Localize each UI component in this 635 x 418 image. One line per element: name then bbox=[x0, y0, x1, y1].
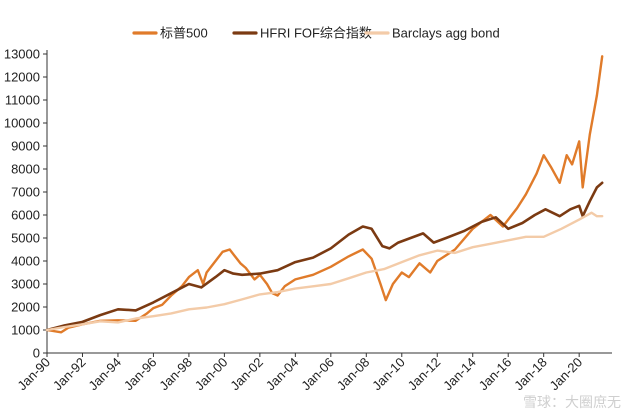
legend: 标普500 HFRI FOF综合指数 Barclays agg bond bbox=[132, 26, 500, 41]
y-tick-label: 9000 bbox=[11, 139, 40, 154]
legend-label-1: 标普500 bbox=[160, 26, 208, 41]
y-tick-label: 2000 bbox=[11, 300, 40, 315]
x-tick-label: Jan-08 bbox=[334, 355, 373, 394]
series-line-2 bbox=[45, 181, 604, 332]
x-tick-label: Jan-16 bbox=[476, 355, 515, 394]
x-tick-label: Jan-12 bbox=[405, 355, 444, 394]
series-group bbox=[45, 55, 604, 334]
legend-label-3: Barclays agg bond bbox=[392, 26, 500, 41]
x-tick-label: Jan-98 bbox=[156, 355, 195, 394]
y-tick-label: 12000 bbox=[4, 70, 40, 85]
x-tick-label: Jan-00 bbox=[192, 355, 231, 394]
y-tick-label: 1000 bbox=[11, 323, 40, 338]
series-line-3 bbox=[45, 211, 604, 332]
x-tick-label: Jan-14 bbox=[440, 355, 479, 394]
y-tick-label: 6000 bbox=[11, 208, 40, 223]
x-tick-label: Jan-06 bbox=[298, 355, 337, 394]
y-tick-label: 7000 bbox=[11, 185, 40, 200]
y-tick-label: 13000 bbox=[4, 47, 40, 62]
x-tick-label: Jan-20 bbox=[547, 355, 586, 394]
y-tick-label: 3000 bbox=[11, 277, 40, 292]
x-tick-label: Jan-18 bbox=[511, 355, 550, 394]
y-tick-label: 10000 bbox=[4, 116, 40, 131]
x-tick-label: Jan-94 bbox=[85, 355, 124, 394]
x-tick-label: Jan-10 bbox=[369, 355, 408, 394]
legend-label-2: HFRI FOF综合指数 bbox=[260, 26, 372, 41]
y-tick-label: 5000 bbox=[11, 231, 40, 246]
x-tick-label: Jan-04 bbox=[263, 355, 302, 394]
x-tick-label: Jan-92 bbox=[50, 355, 89, 394]
axes: 0 1000 2000 3000 4000 5000 6000 7000 8000 9000 100… bbox=[4, 47, 612, 394]
x-tick-label: Jan-02 bbox=[227, 355, 266, 394]
y-tick-label: 4000 bbox=[11, 254, 40, 269]
series-line-1 bbox=[45, 55, 604, 334]
y-tick-label: 0 bbox=[33, 346, 40, 361]
watermark: 雪球：大圈庶无 bbox=[523, 395, 621, 411]
y-tick-label: 8000 bbox=[11, 162, 40, 177]
x-tick-label: Jan-96 bbox=[121, 355, 160, 394]
y-tick-label: 11000 bbox=[5, 93, 40, 108]
